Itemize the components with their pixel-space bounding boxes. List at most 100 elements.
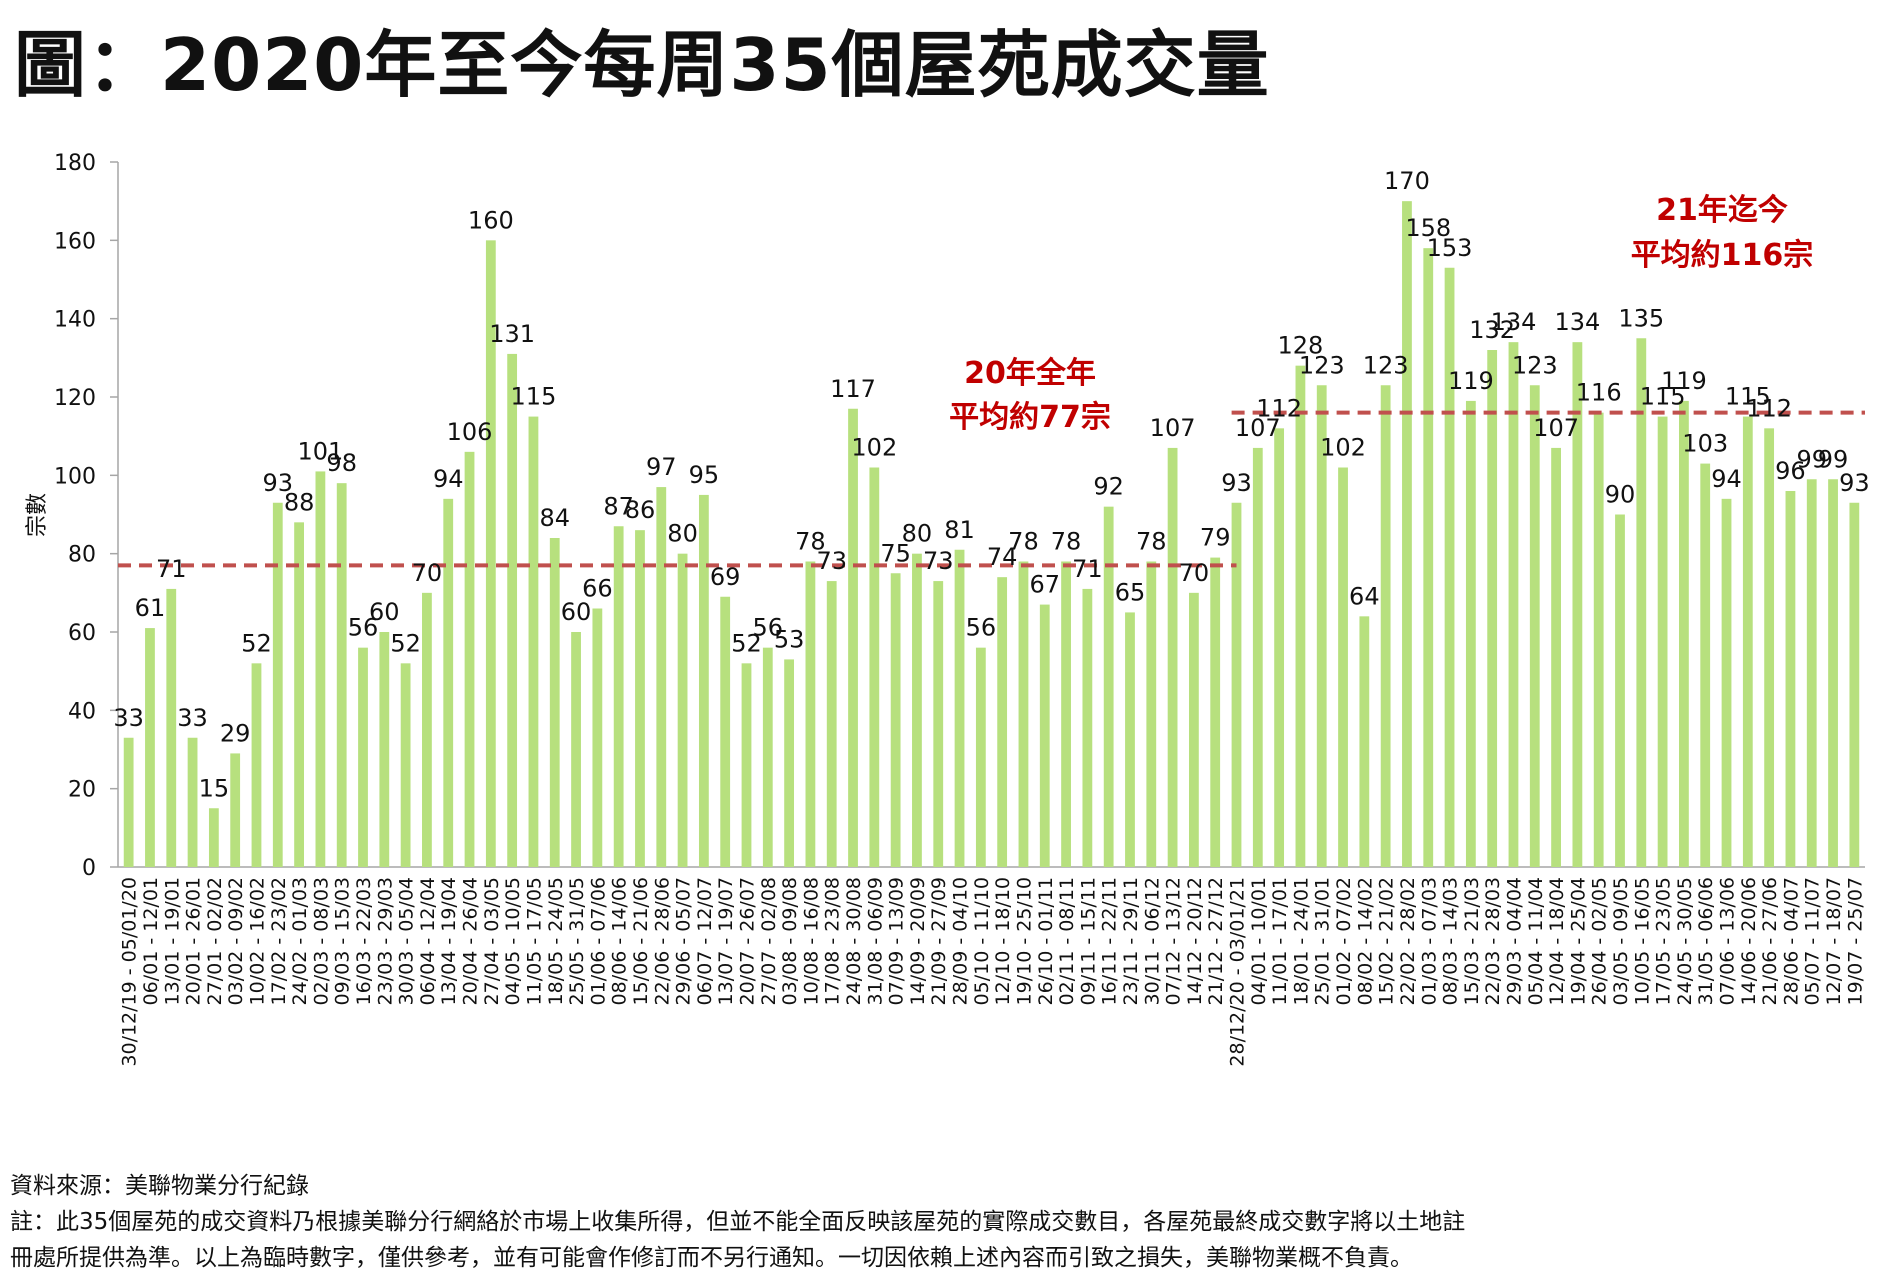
data-label: 29 — [220, 719, 251, 747]
bar — [485, 240, 496, 868]
data-label: 135 — [1618, 304, 1664, 332]
bar — [1657, 416, 1668, 867]
data-label: 84 — [539, 504, 570, 532]
bar — [1231, 502, 1242, 867]
bar — [890, 573, 901, 867]
data-label: 153 — [1427, 234, 1473, 262]
data-label: 90 — [1605, 481, 1636, 509]
x-tick-label: 13/01 - 19/01 — [161, 877, 183, 1005]
x-tick-label: 23/11 - 29/11 — [1120, 877, 1142, 1005]
avg-2020-label-line2: 平均約77宗 — [949, 400, 1111, 435]
data-label: 87 — [603, 492, 634, 520]
data-label: 53 — [774, 625, 805, 653]
bar — [1125, 612, 1135, 867]
data-label: 75 — [880, 539, 911, 567]
data-label: 78 — [795, 528, 826, 556]
x-tick-label: 20/04 - 26/04 — [460, 877, 482, 1005]
x-tick-label: 03/08 - 09/08 — [779, 877, 801, 1005]
data-label: 80 — [902, 520, 933, 548]
y-tick-label: 120 — [54, 386, 96, 411]
annotations: 20年全年 平均約77宗 21年迄今 平均約116宗 — [949, 193, 1813, 435]
x-tick-label: 27/04 - 03/05 — [481, 877, 503, 1005]
bar — [975, 647, 986, 867]
bar — [912, 553, 922, 867]
x-tick-label: 17/02 - 23/02 — [268, 877, 290, 1005]
bar — [315, 471, 326, 867]
x-tick-label: 15/06 - 21/06 — [630, 877, 652, 1005]
x-tick-label: 05/07 - 11/07 — [1802, 877, 1824, 1005]
data-label: 71 — [156, 555, 187, 583]
bar — [1742, 416, 1753, 867]
x-tick-label: 06/07 - 12/07 — [694, 877, 716, 1005]
bar — [805, 561, 816, 867]
x-tick-label: 03/05 - 09/05 — [1610, 877, 1632, 1005]
data-label: 66 — [582, 575, 613, 603]
data-label: 128 — [1278, 332, 1324, 360]
data-label: 70 — [412, 559, 443, 587]
bar — [1316, 385, 1327, 867]
bar — [848, 408, 858, 867]
data-label: 117 — [830, 375, 876, 403]
bar — [698, 494, 709, 867]
x-tick-label: 30/12/19 - 05/01/20 — [119, 877, 141, 1067]
x-tick-label: 27/01 - 02/02 — [204, 877, 226, 1005]
x-tick-label: 01/03 - 07/03 — [1418, 877, 1440, 1005]
x-tick-label: 29/06 - 05/07 — [673, 877, 695, 1005]
x-tick-label: 22/03 - 28/03 — [1482, 877, 1504, 1005]
x-tick-label: 24/05 - 30/05 — [1674, 877, 1696, 1005]
data-label: 78 — [1051, 528, 1082, 556]
data-label: 94 — [433, 465, 464, 493]
data-label: 52 — [731, 629, 762, 657]
x-tick-label: 28/06 - 04/07 — [1780, 877, 1802, 1005]
data-label: 73 — [816, 547, 847, 575]
data-label: 134 — [1554, 308, 1600, 336]
x-tick-label: 09/03 - 15/03 — [332, 877, 354, 1005]
x-tick-label: 22/06 - 28/06 — [651, 877, 673, 1005]
x-tick-label: 16/03 - 22/03 — [353, 877, 375, 1005]
bar — [1274, 428, 1285, 867]
bar — [954, 549, 965, 867]
y-tick-label: 40 — [68, 699, 96, 724]
x-tick-label: 12/07 - 18/07 — [1823, 877, 1845, 1005]
data-label: 92 — [1093, 473, 1124, 501]
y-axis-label-group: 宗數 — [25, 493, 50, 537]
bar — [507, 353, 518, 868]
x-tick-label: 31/05 - 06/06 — [1695, 877, 1717, 1005]
data-label: 71 — [1072, 555, 1103, 583]
y-axis-label: 宗數 — [25, 493, 50, 537]
bar — [1252, 447, 1263, 867]
data-label: 60 — [561, 598, 592, 626]
bar — [635, 530, 645, 867]
x-tick-label: 27/07 - 02/08 — [758, 877, 780, 1005]
x-tick-label: 07/06 - 13/06 — [1717, 877, 1739, 1005]
data-label: 123 — [1512, 351, 1558, 379]
data-label: 116 — [1576, 379, 1622, 407]
bar — [1806, 479, 1817, 867]
bar — [1785, 491, 1796, 867]
bar — [1188, 592, 1199, 867]
bar — [1529, 385, 1540, 867]
x-tick-label: 18/01 - 24/01 — [1290, 877, 1312, 1005]
data-label: 99 — [1796, 445, 1827, 473]
x-tick-label: 14/06 - 20/06 — [1738, 877, 1760, 1005]
bar — [1402, 201, 1412, 867]
data-label: 98 — [326, 449, 357, 477]
x-tick-label: 25/01 - 31/01 — [1312, 877, 1334, 1005]
data-label: 78 — [1136, 528, 1167, 556]
x-tick-label: 06/04 - 12/04 — [417, 877, 439, 1005]
x-tick-label: 17/08 - 23/08 — [822, 877, 844, 1005]
data-label: 102 — [1320, 434, 1366, 462]
x-tick-label: 12/04 - 18/04 — [1546, 877, 1568, 1005]
bar — [1359, 616, 1370, 867]
bar — [1423, 248, 1434, 867]
bar — [1764, 428, 1775, 867]
bar — [826, 581, 837, 867]
x-tick-label: 19/10 - 25/10 — [1013, 877, 1035, 1005]
avg-2020-label-line1: 20年全年 — [964, 356, 1096, 391]
x-tick-label: 04/01 - 10/01 — [1248, 877, 1270, 1005]
bar — [1061, 561, 1071, 867]
data-label: 93 — [1839, 469, 1870, 497]
bar — [1551, 447, 1561, 867]
bar — [422, 592, 432, 867]
bar — [1295, 365, 1306, 867]
